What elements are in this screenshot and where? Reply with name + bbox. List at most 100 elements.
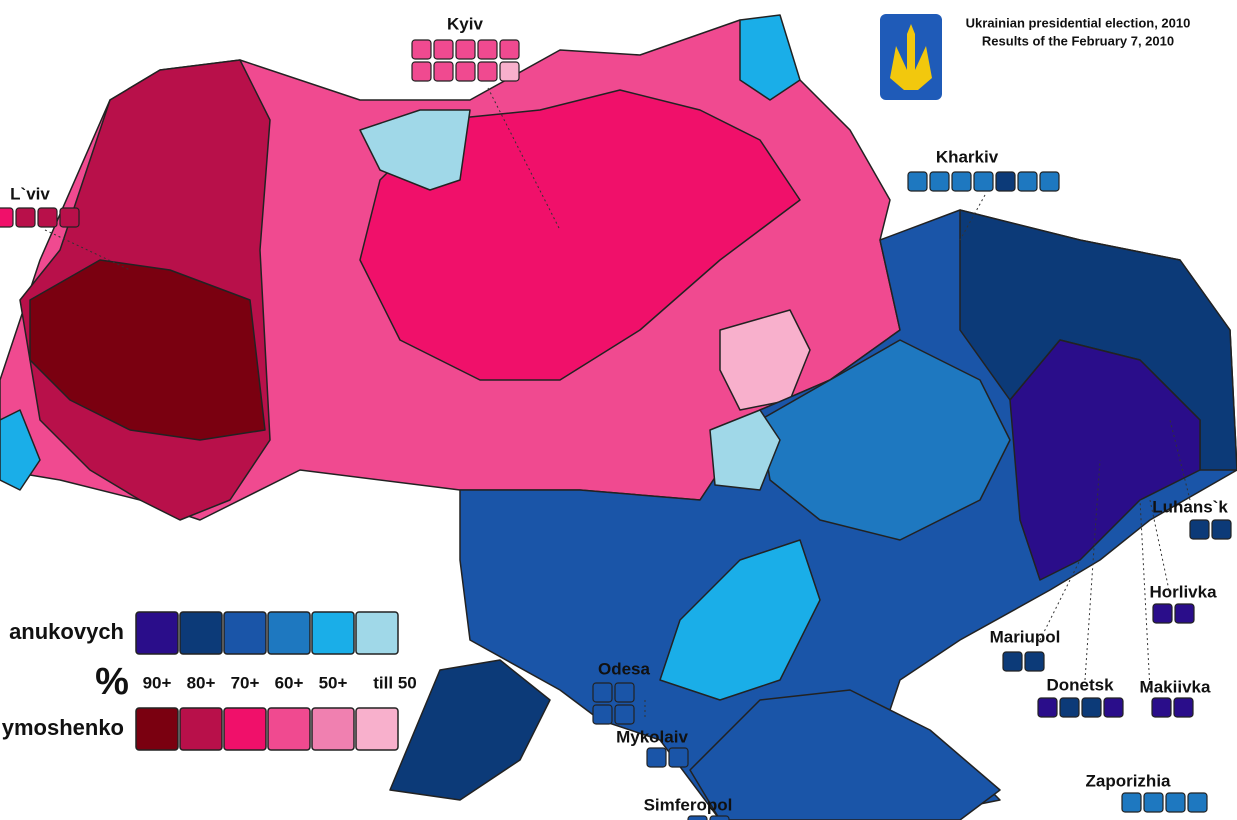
city-label: Kyiv	[447, 14, 483, 33]
leader-line	[1139, 499, 1151, 691]
legend-swatch	[135, 611, 179, 655]
south-light	[659, 539, 821, 701]
central-east	[759, 339, 1011, 541]
city-box	[15, 207, 36, 228]
legend-threshold: till 50	[373, 673, 416, 692]
city-box	[1187, 792, 1208, 813]
city-label: Zaporizhia	[1085, 771, 1171, 790]
city-box	[1165, 792, 1186, 813]
city-label: Odesa	[598, 659, 651, 678]
city-box	[477, 61, 498, 82]
legend-threshold: 90+	[143, 673, 172, 692]
city-box	[1039, 171, 1060, 192]
city-box	[1017, 171, 1038, 192]
city-label: Luhans`k	[1152, 497, 1228, 516]
city-box	[592, 682, 613, 703]
city-box	[411, 39, 432, 60]
city-box	[1024, 651, 1045, 672]
legend-swatch	[355, 611, 399, 655]
city-box	[1211, 519, 1232, 540]
city-box	[433, 61, 454, 82]
leader-line	[1169, 419, 1191, 501]
city-box	[1059, 697, 1080, 718]
legend-candidate: anukovych	[9, 619, 124, 644]
title-line: Results of the February 7, 2010	[982, 33, 1174, 48]
legend-threshold: 50+	[319, 673, 348, 692]
city-box	[0, 207, 14, 228]
legend-swatch	[311, 611, 355, 655]
legend-swatch	[135, 707, 179, 751]
crimea	[689, 689, 1001, 820]
city-box	[59, 207, 80, 228]
city-label: Horlivka	[1149, 582, 1217, 601]
city-label: Kharkiv	[936, 147, 999, 166]
percent-sign: %	[95, 661, 129, 703]
city-label: Makiivka	[1140, 677, 1211, 696]
city-box	[1173, 697, 1194, 718]
southwest-blue	[0, 409, 41, 491]
center-strong	[359, 89, 801, 381]
sky-patch	[709, 409, 781, 491]
legend-candidate: ymoshenko	[2, 715, 124, 740]
leader-line	[44, 229, 131, 271]
city-label: Mykolaiv	[616, 727, 688, 746]
city-box	[499, 61, 520, 82]
leader-line	[959, 194, 986, 241]
leader-line	[1084, 459, 1101, 681]
city-box	[1002, 651, 1023, 672]
city-box	[1121, 792, 1142, 813]
city-box	[455, 39, 476, 60]
leader-line	[487, 87, 561, 231]
city-box	[668, 747, 689, 768]
city-box	[499, 39, 520, 60]
city-box	[1152, 603, 1173, 624]
city-box	[1151, 697, 1172, 718]
legend-swatch	[267, 611, 311, 655]
donetsk-region	[1009, 339, 1201, 581]
city-box	[973, 171, 994, 192]
trident	[890, 24, 932, 90]
legend-swatch	[179, 707, 223, 751]
legend-swatch	[179, 611, 223, 655]
legend-swatch	[355, 707, 399, 751]
city-box	[907, 171, 928, 192]
legend-threshold: 70+	[231, 673, 260, 692]
city-box	[995, 171, 1016, 192]
northeast-blue	[739, 14, 801, 101]
city-box	[1103, 697, 1124, 718]
west-dark	[29, 259, 266, 441]
legend-swatch	[311, 707, 355, 751]
city-box	[477, 39, 498, 60]
legend-swatch	[267, 707, 311, 751]
city-box	[614, 682, 635, 703]
city-box	[951, 171, 972, 192]
odesa-south	[389, 659, 551, 801]
title-line: Ukrainian presidential election, 2010	[966, 15, 1191, 30]
city-box	[614, 704, 635, 725]
city-box	[1189, 519, 1210, 540]
city-box	[687, 815, 708, 820]
north-light	[359, 109, 471, 191]
legend-swatch	[223, 611, 267, 655]
leader-line	[1149, 499, 1171, 596]
legend-threshold: 60+	[275, 673, 304, 692]
city-box	[1174, 603, 1195, 624]
city-label: Simferopol	[644, 795, 733, 814]
city-box	[1037, 697, 1058, 718]
city-label: L`viv	[10, 184, 50, 203]
city-box	[646, 747, 667, 768]
city-box	[709, 815, 730, 820]
city-box	[592, 704, 613, 725]
city-box	[1143, 792, 1164, 813]
city-box	[433, 39, 454, 60]
city-box	[1081, 697, 1102, 718]
city-box	[37, 207, 58, 228]
city-label: Donetsk	[1046, 675, 1114, 694]
city-label: Mariupol	[990, 627, 1061, 646]
city-box	[411, 61, 432, 82]
legend-swatch	[223, 707, 267, 751]
legend-threshold: 80+	[187, 673, 216, 692]
city-box	[929, 171, 950, 192]
